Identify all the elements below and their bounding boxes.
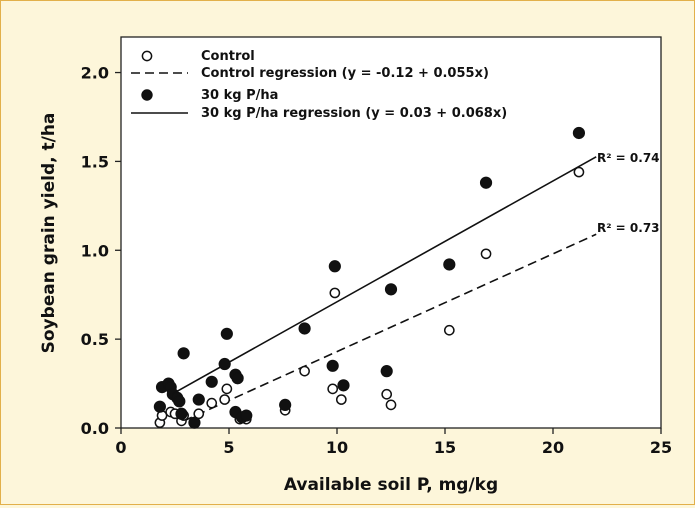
x-tick-label: 15 [434, 438, 456, 457]
treatment-point [298, 322, 311, 335]
legend-label-treatment: 30 kg P/ha [201, 88, 278, 103]
control-point [206, 397, 218, 409]
treatment-point [153, 400, 166, 413]
y-tick-label: 1.0 [81, 241, 109, 260]
control-point [335, 394, 347, 405]
y-tick-label: 0.5 [81, 330, 109, 349]
treatment-point [326, 359, 339, 372]
treatment-point [177, 347, 190, 360]
treatment-point [173, 395, 186, 408]
treatment-point [231, 372, 244, 385]
treatment-point [328, 260, 341, 273]
treatment-point [443, 258, 456, 271]
control-point [480, 248, 492, 260]
treatment-point [220, 327, 233, 340]
x-tick-label: 5 [223, 438, 234, 457]
r2-label-control: R² = 0.73 [597, 221, 660, 235]
control-point [381, 388, 393, 400]
treatment-point [479, 176, 493, 189]
control-point [385, 399, 397, 411]
y-axis-title: Soybean grain yield, t/ha [39, 113, 59, 354]
control-regression-line [183, 233, 597, 422]
x-tick-label: 0 [115, 438, 126, 457]
control-point [573, 166, 585, 178]
x-tick-label: 20 [542, 438, 564, 457]
legend-label-control-regression: Control regression (y = -0.12 + 0.055x) [201, 66, 489, 81]
legend-label-treatment-regression: 30 kg P/ha regression (y = 0.03 + 0.068x… [201, 106, 507, 121]
control-point [299, 365, 310, 377]
treatment-point [175, 407, 188, 420]
control-point [443, 324, 455, 336]
control-point [329, 287, 341, 299]
x-axis: 0 5 10 15 20 25 [115, 428, 672, 457]
plot-area [120, 36, 662, 429]
regression-lines [172, 156, 597, 422]
x-axis-title: Available soil P, mg/kg [284, 475, 498, 495]
treatment-point [218, 357, 231, 371]
legend-open-circle-icon [141, 50, 153, 62]
y-axis: 0.0 0.5 1.0 1.5 2.0 [81, 64, 121, 438]
treatment-point [192, 393, 205, 406]
treatment-point [279, 398, 292, 411]
legend-filled-circle-icon [141, 89, 153, 101]
r2-label-treatment: R² = 0.74 [597, 151, 660, 165]
y-tick-label: 2.0 [81, 64, 109, 83]
treatment-point [380, 365, 393, 378]
treatment-point [205, 375, 218, 388]
treatment-point [337, 379, 350, 392]
control-point [327, 383, 339, 395]
treatment-point [240, 409, 253, 422]
x-tick-label: 10 [326, 438, 348, 457]
x-tick-label: 25 [650, 438, 672, 457]
legend: Control Control regression (y = -0.12 + 0… [131, 49, 507, 121]
treatment-point [188, 416, 201, 429]
legend-label-control: Control [201, 49, 255, 64]
treatment-point [572, 126, 586, 140]
treatment-point [384, 283, 398, 296]
y-tick-label: 0.0 [81, 419, 109, 438]
treatment-regression-line [172, 156, 597, 395]
data-points [153, 126, 586, 429]
y-tick-label: 1.5 [81, 152, 109, 171]
control-point [219, 394, 231, 405]
control-point [221, 383, 233, 395]
